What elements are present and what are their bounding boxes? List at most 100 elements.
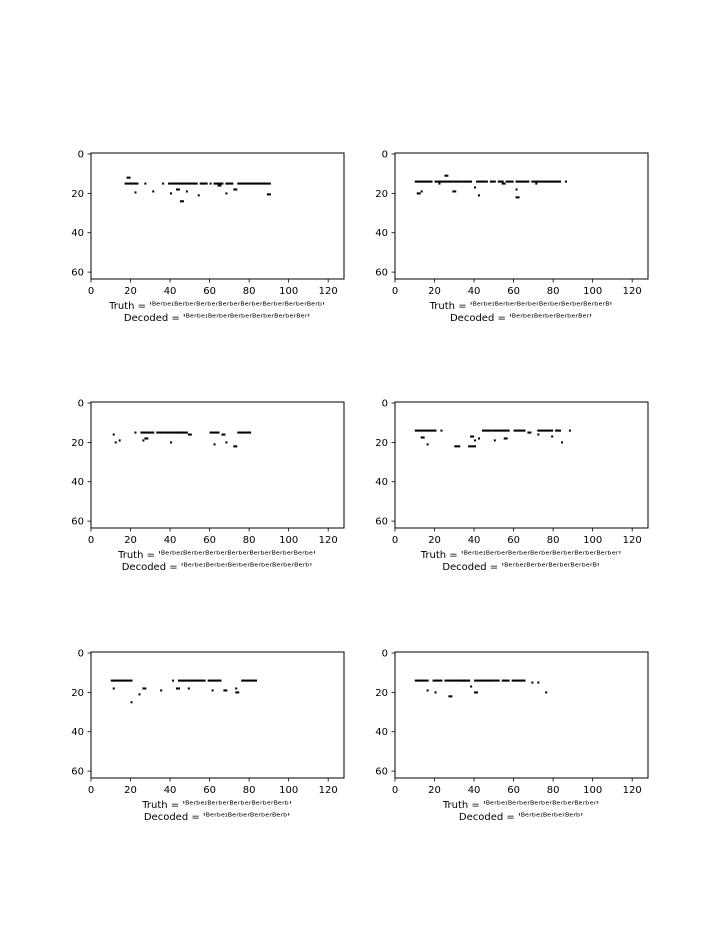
subplot-6-decoded-label: Decoded = 'ᴮᵉʳᵇᵉᶦᴮᵉʳᵇᵉʳᴮᵉʳᵇ'	[459, 812, 583, 823]
x-tick-label: 0	[392, 535, 398, 546]
pixel-run	[531, 681, 534, 684]
y-tick-label: 40	[375, 727, 388, 738]
subplot-1-image	[124, 176, 271, 203]
subplot-4: 0 20 40 60 80 100 120 0 20 40 60 Truth = 'ᴮᵉʳᵇᵉᶦᴮᵉ…	[375, 398, 649, 573]
pixel-run	[517, 429, 526, 432]
pixel-run	[501, 679, 510, 682]
pixel-run	[551, 435, 554, 438]
subplot-3-frame	[90, 401, 345, 529]
pixel-run	[162, 182, 165, 185]
y-tick-label: 60	[71, 268, 84, 279]
pixel-run	[444, 174, 449, 177]
pixel-run	[426, 443, 429, 446]
subplot-1-decoded-label: Decoded = 'ᴮᵉʳᵇᵉᶦᴮᵉʳᵇᵉʳᴮᵉʳᵇᵉʳᴮᵉʳᵇᵉʳᴮᵉʳᵇᵉ…	[124, 313, 310, 324]
pixel-run	[179, 200, 184, 203]
pixel-run	[462, 679, 471, 682]
pixel-run	[555, 429, 562, 432]
pixel-run	[168, 182, 198, 185]
x-tick-label: 40	[468, 535, 481, 546]
pixel-run	[468, 445, 477, 448]
pixel-run	[197, 194, 200, 197]
x-tick-label: 120	[623, 535, 642, 546]
pixel-run	[213, 443, 216, 446]
x-tick-label: 0	[88, 535, 94, 546]
pixel-run	[414, 180, 433, 183]
pixel-run	[110, 679, 133, 682]
pixel-run	[144, 182, 147, 185]
pixel-run	[448, 695, 453, 698]
pixel-run	[213, 182, 224, 185]
y-tick-label: 0	[382, 398, 388, 409]
pixel-run	[199, 182, 208, 185]
pixel-run	[474, 186, 477, 189]
pixel-run	[233, 445, 238, 448]
pixel-run	[545, 691, 548, 694]
subplot-2-truth-label: Truth = 'ᴮᵉʳᵇᵉᶦᴮᵉʳᵇᵉʳᴮᵉʳᵇᵉʳᴮᵉʳᵇᵉʳᴮᵉʳᵇᵉʳᴮ…	[429, 301, 613, 312]
subplot-2: 0 20 40 60 80 100 120 0 20 40 60 Truth = 'ᴮᵉʳᵇᵉᶦᴮᵉ…	[375, 149, 649, 324]
pixel-run	[225, 182, 234, 185]
subplot-6-frame	[394, 651, 649, 779]
pixel-run	[462, 180, 473, 183]
pixel-run	[505, 180, 514, 183]
pixel-run	[434, 691, 437, 694]
pixel-run	[160, 689, 163, 692]
pixel-run	[474, 439, 477, 442]
pixel-run	[142, 687, 147, 690]
pixel-run	[416, 192, 421, 195]
x-tick-label: 20	[428, 535, 441, 546]
pixel-run	[251, 679, 258, 682]
subplot-6-image	[414, 679, 548, 698]
subplot-2-ticks: 0 20 40 60 80 100 120 0 20 40 60	[375, 149, 641, 297]
pixel-run	[414, 679, 429, 682]
y-tick-label: 20	[71, 189, 84, 200]
pixel-run	[172, 679, 175, 682]
pixel-run	[515, 188, 518, 191]
x-tick-label: 100	[583, 286, 602, 297]
pixel-run	[442, 180, 463, 183]
subplot-3-ticks: 0 20 40 60 80 100 120 0 20 40 60	[71, 398, 337, 546]
x-tick-label: 40	[164, 286, 177, 297]
x-tick-label: 20	[124, 286, 137, 297]
y-tick-label: 0	[78, 149, 84, 160]
pixel-run	[233, 188, 238, 191]
pixel-run	[476, 180, 488, 183]
subplot-1-frame	[90, 152, 345, 280]
pixel-run	[112, 433, 115, 436]
subplot-5-ticks: 0 20 40 60 80 100 120 0 20 40 60	[71, 648, 337, 796]
pixel-run	[225, 192, 228, 195]
pixel-run	[126, 176, 131, 179]
pixel-run	[539, 180, 562, 183]
subplot-1-truth-label: Truth = 'ᴮᵉʳᵇᵉᶦᴮᵉʳᵇᵉʳᴮᵉʳᵇᵉʳᴮᵉʳᵇᵉʳᴮᵉʳᵇᵉʳᴮ…	[108, 301, 325, 312]
x-tick-label: 60	[507, 535, 520, 546]
x-tick-label: 0	[392, 286, 398, 297]
y-tick-label: 0	[382, 648, 388, 659]
x-tick-label: 120	[319, 785, 338, 796]
pixel-run	[235, 687, 238, 690]
pixel-run	[474, 679, 494, 682]
pixel-run	[414, 429, 437, 432]
pixel-run	[170, 192, 173, 195]
x-tick-label: 100	[279, 535, 298, 546]
pixel-run	[241, 679, 252, 682]
pixel-run	[164, 431, 182, 434]
pixel-run	[426, 689, 429, 692]
pixel-run	[420, 436, 425, 439]
x-tick-label: 20	[124, 785, 137, 796]
x-tick-label: 60	[203, 286, 216, 297]
pixel-run	[134, 191, 137, 194]
y-tick-label: 40	[71, 228, 84, 239]
x-tick-label: 100	[279, 286, 298, 297]
pixel-run	[185, 190, 188, 193]
pixel-run	[134, 431, 137, 434]
pixel-run	[515, 196, 520, 199]
pixel-run	[478, 194, 480, 197]
subplot-6: 0 20 40 60 80 100 120 0 20 40 60 Truth = 'ᴮᵉʳᵇᵉᶦᴮᵉ…	[375, 648, 649, 823]
y-tick-label: 60	[71, 517, 84, 528]
pixel-run	[527, 431, 532, 434]
pixel-run	[493, 679, 500, 682]
x-tick-label: 60	[203, 535, 216, 546]
pixel-run	[474, 691, 479, 694]
subplot-4-ticks: 0 20 40 60 80 100 120 0 20 40 60	[375, 398, 641, 546]
subplot-5-frame	[90, 651, 345, 779]
y-tick-label: 0	[382, 149, 388, 160]
